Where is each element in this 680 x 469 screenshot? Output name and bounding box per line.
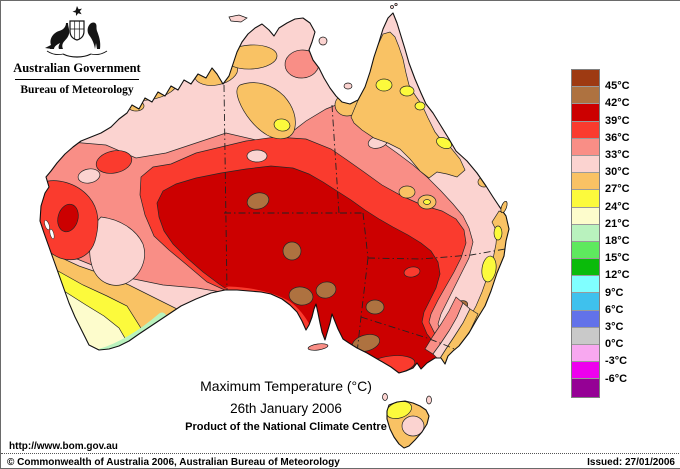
region-qld-coast-27	[477, 176, 491, 188]
region-42-spot-6	[365, 299, 385, 315]
legend-swatch	[572, 293, 599, 311]
region-nsw-24-b	[493, 225, 503, 241]
legend-label: 9°C	[605, 286, 624, 299]
legend-swatch	[572, 310, 599, 328]
region-capeyork-24-d	[436, 136, 452, 150]
region-42-spot-1	[246, 192, 270, 210]
legend-label: 30°C	[605, 166, 630, 179]
legend-swatch	[572, 104, 599, 122]
legend-label: 12°C	[605, 269, 630, 282]
legend-swatch	[572, 241, 599, 260]
map-product-line: Product of the National Climate Centre	[185, 421, 387, 433]
logo-divider	[15, 79, 139, 80]
region-pilbara-red	[95, 150, 133, 174]
crest-star	[72, 6, 82, 16]
islands	[228, 2, 508, 405]
legend-swatches	[571, 69, 600, 398]
legend-label: 0°C	[605, 338, 624, 351]
legend-swatch	[572, 87, 599, 105]
torres-islet-a	[390, 5, 394, 9]
legend-label: 36°C	[605, 131, 630, 144]
government-title: Australian Government	[13, 61, 141, 75]
shark-bay-inlet-b	[49, 228, 55, 240]
region-nsw-red-spot	[403, 266, 421, 278]
legend-swatch	[572, 70, 599, 88]
legend-label: -3°C	[605, 355, 628, 368]
legend-label: 6°C	[605, 303, 624, 316]
region-west-pink-corridor	[89, 216, 145, 286]
tasmania-coastline	[386, 400, 430, 449]
agency-logo-block: Australian Government Bureau of Meteorol…	[7, 3, 147, 96]
legend-label: 27°C	[605, 183, 630, 196]
legend-swatch	[572, 379, 599, 397]
king-island	[382, 393, 388, 401]
legend-label: 3°C	[605, 321, 624, 333]
legend-swatch	[572, 345, 599, 363]
legend-label: 42°C	[605, 97, 630, 110]
region-capeyork-24-c	[414, 101, 426, 111]
shark-bay-inlet-a	[44, 220, 50, 230]
legend-swatch	[572, 173, 599, 191]
flinders-island	[426, 395, 432, 405]
crest-shield	[69, 20, 85, 41]
legend-swatch	[572, 138, 599, 156]
crest-shield-quarters	[70, 21, 84, 39]
melville-island	[228, 14, 248, 23]
legend-label: 45°C	[605, 80, 630, 93]
crest-kangaroo	[50, 23, 70, 49]
legend-swatch	[572, 327, 599, 345]
crest-scroll	[62, 53, 92, 58]
legend-swatch	[572, 276, 599, 294]
region-capeyork-24-a	[375, 78, 393, 92]
legend-swatch	[572, 259, 599, 277]
legend-label: 18°C	[605, 235, 630, 247]
title-block: Maximum Temperature (°C) 26th January 20…	[111, 378, 461, 433]
region-west-coast-39	[57, 203, 79, 233]
footer-issued-date: Issued: 27/01/2006	[587, 457, 675, 468]
legend-label: 24°C	[605, 200, 630, 213]
crest-kangaroo-tail	[45, 44, 53, 49]
kangaroo-island	[307, 343, 329, 351]
coastline	[39, 12, 510, 374]
region-42-spot-2	[282, 241, 302, 261]
map-date: 26th January 2006	[230, 401, 342, 416]
footer-divider	[1, 453, 680, 454]
legend-label: 39°C	[605, 114, 630, 127]
legend-label: 33°C	[605, 149, 630, 161]
region-qld-27-a	[398, 185, 416, 199]
crest-emu	[87, 22, 101, 49]
bureau-title: Bureau of Meteorology	[20, 84, 134, 96]
footer-copyright: © Commonwealth of Australia 2006, Austra…	[7, 457, 340, 468]
region-nsw-24-a	[481, 255, 497, 283]
torres-islet-b	[394, 2, 398, 7]
region-42-spot-4	[315, 281, 337, 299]
legend-swatch	[572, 362, 599, 380]
region-nt-24-spot	[273, 118, 291, 132]
state-borders	[223, 84, 506, 354]
crest-flourish	[46, 50, 108, 55]
fraser-island	[500, 200, 508, 214]
legend-label: -6°C	[605, 372, 628, 385]
legend-label: 21°C	[605, 217, 630, 230]
legend-swatch	[572, 121, 599, 139]
region-capeyork-24-b	[399, 85, 415, 97]
legend-swatch	[572, 190, 599, 208]
legend-swatch	[572, 207, 599, 225]
region-42-spot-3	[288, 286, 314, 306]
tas-30-region	[401, 415, 425, 437]
legend-label: 15°C	[605, 252, 630, 265]
region-nt-pink-spot	[246, 149, 268, 163]
footer-url: http://www.bom.gov.au	[9, 441, 118, 452]
coat-of-arms-icon	[45, 6, 108, 58]
region-qld-24-dot	[423, 199, 431, 205]
groote-island	[318, 36, 328, 46]
map-title: Maximum Temperature (°C)	[200, 378, 372, 394]
region-pilbara-pink-spot	[77, 168, 101, 184]
region-kimberley-27-c	[127, 100, 145, 112]
legend-swatch	[572, 224, 599, 242]
legend-swatch	[572, 155, 599, 174]
mornington-island	[343, 82, 353, 90]
